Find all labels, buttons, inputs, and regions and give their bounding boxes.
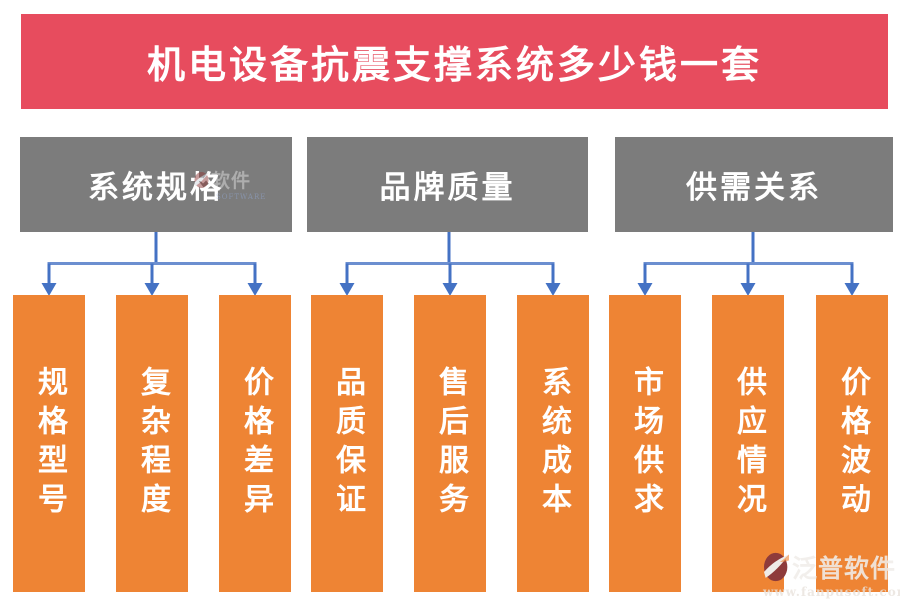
factor-bar: 系统成本 — [517, 295, 589, 592]
factor-label: 规格型号 — [32, 365, 67, 522]
factor-label: 价格差异 — [238, 365, 273, 522]
factor-bar: 复杂程度 — [116, 295, 188, 592]
fanpu-logo-icon — [764, 552, 789, 582]
factor-bar: 品质保证 — [311, 295, 383, 592]
header-box-system-spec: 系统规格 — [20, 137, 292, 232]
factor-bar: 供应情况 — [712, 295, 784, 592]
header-box-brand-quality: 品牌质量 — [307, 137, 588, 232]
watermark-text: 软件 — [211, 170, 252, 192]
watermark-faint: 软件 SOFTWARE — [194, 166, 266, 201]
factor-label: 市场供求 — [628, 365, 663, 522]
factor-bar: 规格型号 — [13, 295, 85, 592]
factor-label: 系统成本 — [536, 365, 571, 522]
watermark-subtext: SOFTWARE — [216, 193, 267, 201]
factor-label: 价格波动 — [835, 365, 870, 522]
title-banner: 机电设备抗震支撑系统多少钱一套 — [21, 14, 888, 109]
factor-bar: 市场供求 — [609, 295, 681, 592]
watermark-name: 泛普软件 — [792, 554, 897, 583]
factor-label: 品质保证 — [330, 365, 365, 522]
factor-bar: 价格波动 — [816, 295, 888, 592]
factor-bar: 售后服务 — [414, 295, 486, 592]
page-title: 机电设备抗震支撑系统多少钱一套 — [146, 42, 762, 87]
fanpu-logo-icon — [194, 171, 209, 188]
factor-label: 复杂程度 — [135, 365, 170, 522]
factor-label: 供应情况 — [731, 365, 766, 522]
watermark-url: www.fanpusoft.com — [763, 585, 900, 599]
watermark: 泛普软件 www.fanpusoft.com — [763, 549, 900, 599]
factor-bar: 价格差异 — [219, 295, 291, 592]
header-label: 供需关系 — [686, 170, 822, 206]
header-label: 品牌质量 — [379, 170, 516, 206]
header-box-supply-demand: 供需关系 — [615, 137, 893, 232]
factor-label: 售后服务 — [433, 365, 468, 522]
